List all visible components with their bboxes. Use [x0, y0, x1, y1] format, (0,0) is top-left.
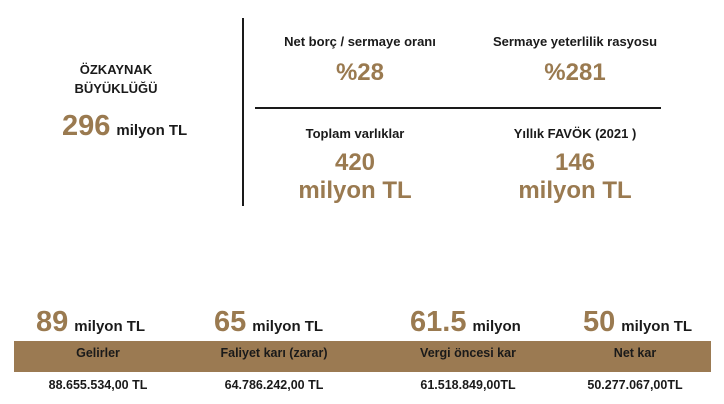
net-debt-ratio-label: Net borç / sermaye oranı — [284, 34, 436, 49]
revenue-number: 89 — [36, 306, 69, 338]
capital-adequacy-card: Sermaye yeterlilik rasyosu %281 — [470, 34, 680, 87]
vertical-divider — [242, 18, 244, 206]
revenue-label: Gelirler — [76, 346, 120, 360]
total-assets-number: 420 — [334, 149, 376, 176]
equity-unit: milyon TL — [116, 122, 188, 139]
revenue-headline: 89 milyon TL — [36, 306, 145, 339]
pretax-profit-headline: 61.5 milyon — [410, 306, 521, 339]
ebitda-value: 146 milyon TL — [470, 149, 680, 205]
operating-profit-unit: milyon TL — [252, 318, 324, 335]
equity-value: 296 milyon TL — [62, 110, 187, 143]
total-assets-unit: milyon TL — [298, 177, 412, 204]
operating-profit-amount: 64.786.242,00 TL — [224, 378, 324, 392]
total-assets-label: Toplam varlıklar — [305, 126, 405, 141]
ebitda-number: 146 — [554, 149, 596, 176]
pretax-profit-number: 61.5 — [410, 306, 467, 338]
ebitda-label: Yıllık FAVÖK (2021 ) — [513, 126, 637, 141]
net-profit-headline: 50 milyon TL — [583, 306, 692, 339]
capital-adequacy-value: %281 — [544, 59, 606, 86]
net-profit-label: Net kar — [613, 346, 657, 360]
revenue-amount: 88.655.534,00 TL — [48, 378, 148, 392]
operating-profit-label: Faliyet karı (zarar) — [220, 346, 328, 360]
equity-title: ÖZKAYNAK BÜYÜKLÜĞÜ — [74, 62, 158, 96]
horizontal-divider — [255, 107, 661, 109]
net-profit-amount: 50.277.067,00TL — [587, 378, 683, 392]
ebitda-card: Yıllık FAVÖK (2021 ) 146 milyon TL — [470, 126, 680, 205]
net-profit-unit: milyon TL — [621, 318, 693, 335]
pretax-profit-amount: 61.518.849,00TL — [420, 378, 516, 392]
operating-profit-number: 65 — [214, 306, 247, 338]
net-debt-ratio-value: %28 — [335, 59, 385, 86]
capital-adequacy-label: Sermaye yeterlilik rasyosu — [492, 34, 658, 49]
pretax-profit-label: Vergi öncesi kar — [420, 346, 516, 360]
pretax-profit-unit: milyon — [472, 318, 521, 335]
revenue-unit: milyon TL — [74, 318, 146, 335]
equity-number: 296 — [62, 110, 111, 142]
total-assets-value: 420 milyon TL — [250, 149, 460, 205]
total-assets-card: Toplam varlıklar 420 milyon TL — [250, 126, 460, 205]
operating-profit-headline: 65 milyon TL — [214, 306, 323, 339]
metrics-label-band — [14, 341, 711, 372]
net-profit-number: 50 — [583, 306, 616, 338]
net-debt-ratio-card: Net borç / sermaye oranı %28 — [255, 34, 465, 87]
ebitda-unit: milyon TL — [518, 177, 632, 204]
